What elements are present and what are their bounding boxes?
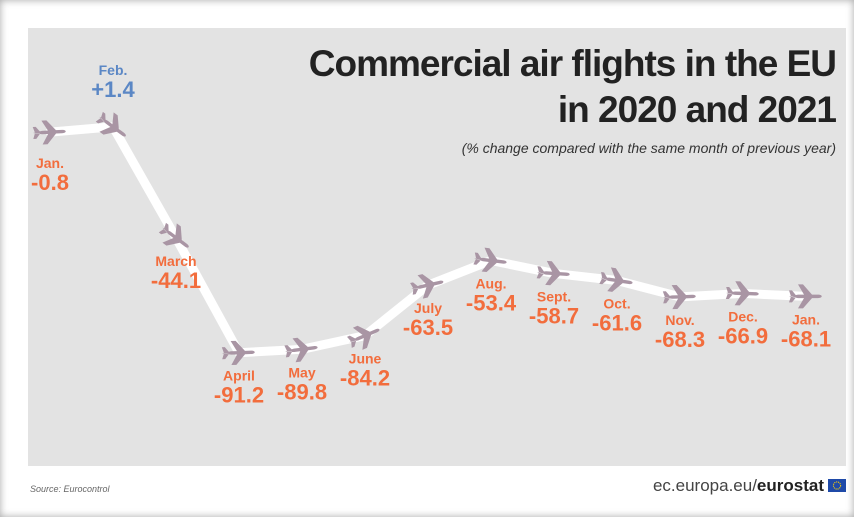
airplane-icon	[284, 337, 318, 363]
month-label: Feb.	[99, 62, 128, 78]
eu-flag-stars	[832, 481, 842, 490]
month-label: April	[223, 368, 255, 384]
airplane-icon	[473, 247, 507, 273]
value-label: -66.9	[718, 323, 768, 348]
month-label: Oct.	[603, 296, 630, 312]
month-label: May	[288, 364, 315, 380]
month-label: Sept.	[537, 288, 571, 304]
airplane-icon	[158, 222, 189, 248]
value-label: -68.3	[655, 327, 705, 352]
month-label: Dec.	[728, 308, 758, 324]
value-label: -53.4	[466, 290, 517, 315]
source-note: Source: Eurocontrol	[30, 484, 111, 494]
chart-panel	[28, 28, 846, 466]
value-label: -89.8	[277, 379, 327, 404]
eu-flag-background	[828, 479, 846, 492]
month-label: Nov.	[665, 312, 694, 328]
footer-site: ec.europa.eu/	[653, 476, 757, 495]
value-label: -84.2	[340, 366, 390, 391]
eu-flag-icon	[828, 479, 846, 492]
airplane-icon	[221, 340, 255, 365]
airplane-icon	[725, 281, 759, 306]
airplane-icon	[95, 111, 126, 137]
value-label: -68.1	[781, 326, 831, 351]
series-group: Jan.-0.8Feb.+1.4March-44.1April-91.2May-…	[31, 62, 831, 408]
airplane-icon	[347, 325, 380, 350]
chart-title-line-2: in 2020 and 2021	[558, 89, 837, 130]
month-label: Aug.	[475, 275, 506, 291]
month-label: March	[155, 253, 196, 269]
airplane-icon	[32, 120, 66, 145]
value-label: +1.4	[91, 77, 135, 102]
month-label: July	[414, 300, 442, 316]
footer-brand: eurostat	[757, 476, 824, 495]
chart-subtitle: (% change compared with the same month o…	[462, 140, 836, 156]
airplane-icon	[662, 284, 696, 310]
chart-title-line-1: Commercial air flights in the EU	[309, 43, 836, 84]
month-label: June	[349, 351, 382, 367]
airplane-icon	[789, 284, 822, 309]
value-label: -63.5	[403, 315, 453, 340]
value-label: -0.8	[31, 170, 69, 195]
value-label: -61.6	[592, 311, 642, 336]
airplane-icon	[410, 274, 444, 299]
airplane-icon	[599, 267, 633, 292]
airplane-icon	[536, 260, 570, 286]
month-label: Jan.	[792, 311, 820, 327]
value-label: -58.7	[529, 303, 579, 328]
footer-credit: ec.europa.eu/eurostat	[653, 476, 824, 495]
month-label: Jan.	[36, 155, 64, 171]
value-label: -91.2	[214, 383, 264, 408]
value-label: -44.1	[151, 268, 201, 293]
